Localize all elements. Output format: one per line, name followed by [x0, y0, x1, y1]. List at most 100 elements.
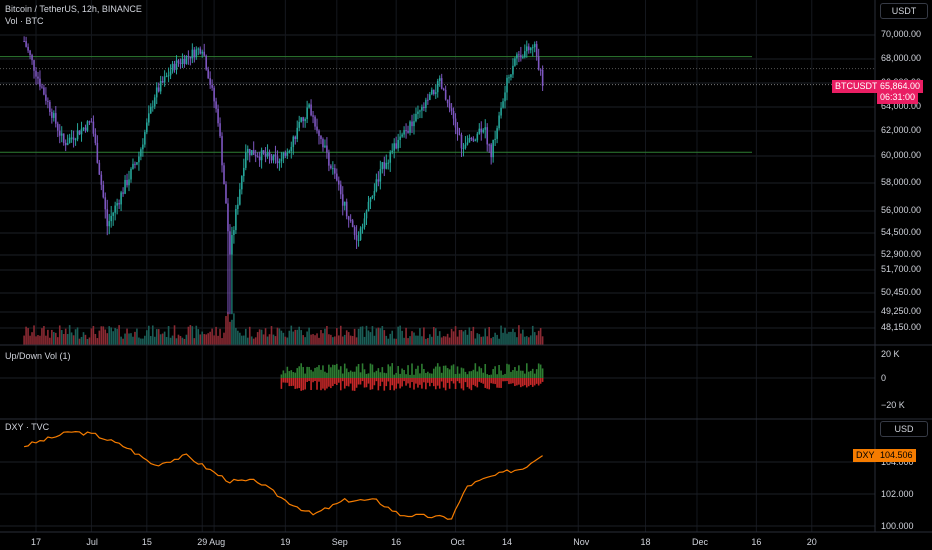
volume-bar [488, 327, 490, 345]
volume-bar [27, 328, 29, 345]
candle-body [450, 108, 453, 111]
volume-bar [304, 337, 306, 345]
candle-body [217, 108, 219, 124]
volume-bar [474, 338, 477, 345]
up-volume-bar [442, 365, 445, 378]
candle-body [70, 137, 73, 139]
volume-bar [157, 329, 160, 345]
candle-body [37, 76, 39, 79]
volume-bar [353, 328, 356, 345]
up-volume-bar [343, 363, 346, 378]
up-volume-bar [377, 368, 380, 378]
candle-body [292, 136, 295, 147]
up-volume-bar [336, 363, 338, 378]
price-scale-currency-button[interactable]: USDT [880, 3, 928, 19]
up-volume-bar [351, 371, 354, 378]
candle-body [209, 78, 211, 86]
down-volume-bar [314, 378, 316, 382]
down-volume-bar [369, 378, 372, 390]
volume-bar [379, 328, 382, 345]
volume-bar [193, 338, 196, 345]
down-volume-bar [391, 378, 394, 386]
up-volume-bar [393, 374, 395, 378]
candle-body [407, 130, 409, 133]
candle-body [92, 121, 95, 134]
volume-label[interactable]: Vol · BTC [5, 16, 44, 26]
up-volume-bar [403, 369, 405, 378]
up-volume-bar [518, 365, 520, 378]
candle-body [252, 150, 255, 155]
up-volume-bar [452, 364, 455, 378]
candle-body [395, 143, 397, 149]
volume-bar [520, 333, 522, 345]
volume-bar [49, 337, 51, 345]
down-volume-bar [525, 378, 528, 388]
candle-body [500, 107, 502, 116]
down-volume-bar [486, 378, 489, 389]
price-tick-label: 54,500.00 [881, 227, 922, 237]
up-volume-bar [506, 363, 508, 378]
down-volume-bar [401, 378, 403, 387]
down-volume-bar [462, 378, 465, 391]
candle-body [187, 55, 190, 57]
candle-body [476, 133, 479, 141]
updown-vol-label[interactable]: Up/Down Vol (1) [5, 351, 71, 361]
volume-bar [68, 325, 71, 345]
down-volume-bar [355, 378, 358, 388]
down-volume-bar [353, 378, 356, 391]
candle-body [82, 127, 85, 129]
down-volume-bar [413, 378, 415, 390]
candle-body [177, 60, 180, 63]
up-volume-bar [290, 370, 293, 378]
candle-body [339, 184, 342, 195]
dxy-label[interactable]: DXY · TVC [5, 422, 50, 432]
candle-body [151, 106, 154, 108]
down-volume-bar [421, 378, 423, 389]
candle-body [343, 201, 346, 206]
volume-bar [292, 331, 295, 345]
candle-body [391, 150, 394, 153]
volume-bar [53, 332, 55, 345]
volume-bar [440, 337, 443, 345]
down-volume-bar [337, 378, 340, 383]
volume-bar [80, 336, 83, 345]
volume-bar [74, 329, 77, 345]
up-volume-bar [397, 366, 399, 378]
candle-body [401, 134, 403, 137]
volume-bar [381, 326, 384, 345]
candle-body [300, 117, 302, 122]
candle-body [138, 156, 140, 163]
down-volume-bar [324, 378, 326, 391]
volume-bar [310, 334, 312, 345]
candle-body [183, 58, 186, 64]
volume-bar [385, 335, 388, 345]
up-volume-bar [496, 374, 498, 378]
candle-body [516, 54, 518, 59]
down-volume-bar [407, 378, 409, 384]
volume-bar [213, 335, 215, 345]
up-volume-bar [498, 364, 500, 378]
down-volume-bar [419, 378, 421, 385]
pane-separators[interactable] [0, 0, 932, 533]
volume-bar [235, 327, 237, 345]
volume-bar [165, 337, 168, 345]
volume-bar [492, 336, 494, 345]
horizontal-levels[interactable] [0, 56, 875, 153]
grid-lines [0, 0, 875, 532]
down-volume-bar [357, 378, 360, 385]
up-volume-bar [347, 372, 350, 378]
candle-body [167, 75, 170, 77]
last-price-badge: 65,864.00 [877, 80, 924, 93]
up-volume-bar [525, 363, 528, 378]
candle-body [100, 174, 103, 185]
dxy-scale-currency-button[interactable]: USD [880, 421, 928, 437]
candle-body [246, 148, 249, 153]
volume-bar [84, 334, 87, 345]
down-volume-bar [399, 378, 401, 389]
volume-bar [94, 333, 97, 345]
volume-bar [155, 329, 158, 345]
volume-bar [239, 332, 241, 345]
volume-bar [205, 334, 207, 345]
symbol-title[interactable]: Bitcoin / TetherUS, 12h, BINANCE [5, 4, 142, 14]
